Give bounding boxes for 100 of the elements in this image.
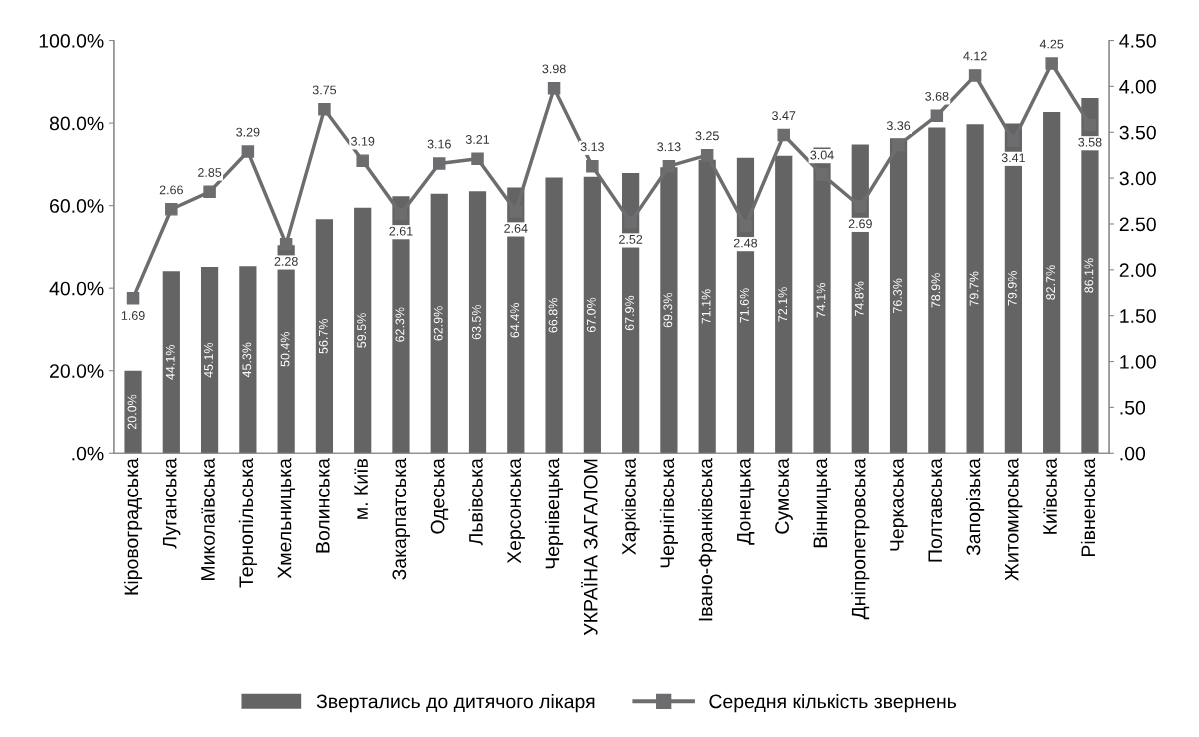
data-label: 3.13 <box>580 142 604 152</box>
data-label: 3.75 <box>312 85 337 95</box>
bar <box>354 207 372 454</box>
data-label: 86.1% <box>1084 258 1094 293</box>
data-label: 64.4% <box>510 303 520 338</box>
x-tick-label: Миколаївська <box>201 458 215 580</box>
x-tick-label: Івано-Франківська <box>698 458 717 621</box>
x-tick-label: Полтавська <box>928 458 943 562</box>
bar <box>315 219 334 454</box>
y-tick-label: 60.0% <box>50 199 104 213</box>
data-label: 50.4% <box>280 331 290 367</box>
data-label: 3.41 <box>1001 153 1025 163</box>
x-tick-label: Рівненська <box>1080 458 1096 557</box>
bar <box>1043 111 1061 454</box>
y2-tick-label: 1.00 <box>1120 355 1156 369</box>
point <box>1045 57 1058 70</box>
data-label: 71.1% <box>701 289 711 324</box>
bar <box>545 177 563 454</box>
y2-tick-label: 3.50 <box>1119 125 1156 140</box>
data-label: 67.9% <box>625 295 634 331</box>
x-tick-label: Хмельницька <box>277 458 296 579</box>
data-label: 78.9% <box>931 273 941 308</box>
x-tick-label: Кіровоградська <box>123 458 143 595</box>
y-tick-label: 20.0% <box>50 364 104 378</box>
data-label: 3.29 <box>236 127 260 137</box>
point <box>892 138 905 152</box>
point <box>241 145 255 158</box>
data-label: 56.7% <box>318 318 328 354</box>
data-label: 3.16 <box>427 139 451 149</box>
bar <box>200 267 219 454</box>
x-tick-label: Волинська <box>316 458 330 553</box>
y2-tick-label: .50 <box>1120 400 1146 415</box>
data-label: 2.66 <box>159 185 183 195</box>
x-tick-label: Тернопільська <box>238 458 257 588</box>
point <box>547 81 561 95</box>
data-label: 74.1% <box>816 283 826 318</box>
x-tick-label: Закарпатська <box>392 458 411 580</box>
y2-tick-label: 2.00 <box>1119 263 1156 278</box>
data-label: 2.64 <box>504 223 528 233</box>
x-tick-label: Київська <box>1043 458 1057 534</box>
x-tick-label: Дніпропетровська <box>851 458 870 620</box>
y-tick-label: 80.0% <box>49 116 104 131</box>
data-label: 76.3% <box>893 278 902 313</box>
data-label: 2.28 <box>274 256 298 266</box>
x-tick-label: Вінницька <box>812 458 831 548</box>
point <box>777 128 790 142</box>
point <box>394 207 408 221</box>
bar <box>468 191 487 454</box>
data-label: 69.3% <box>663 292 673 328</box>
data-label: 62.3% <box>395 307 405 342</box>
data-label: 82.7% <box>1046 265 1056 300</box>
bar <box>966 124 984 454</box>
legend-label: Звертались до дитячого лікаря <box>316 694 595 713</box>
bar <box>239 266 257 454</box>
y2-tick-label: 3.00 <box>1119 171 1156 186</box>
y-tick-label: 40.0% <box>49 281 104 296</box>
x-tick-label: УКРАЇНА ЗАГАЛОМ <box>581 459 598 636</box>
x-tick-label: Черкаська <box>890 458 908 551</box>
data-label: 45.1% <box>204 342 213 378</box>
data-label: 44.1% <box>165 344 175 380</box>
x-tick-label: Луганська <box>162 458 181 549</box>
x-tick-label: Чернівецька <box>545 458 564 569</box>
point <box>930 109 944 122</box>
bar <box>928 127 946 454</box>
point <box>356 154 369 167</box>
data-label: 79.7% <box>969 271 979 306</box>
y-tick-label: 100.0% <box>39 34 104 48</box>
data-label: 2.52 <box>619 234 643 244</box>
data-label: 66.8% <box>548 298 558 333</box>
data-label: 3.58 <box>1078 137 1102 147</box>
data-label: 4.25 <box>1039 39 1064 49</box>
data-label: 3.68 <box>925 91 949 101</box>
data-label: 20.0% <box>127 394 137 430</box>
data-label: 74.8% <box>854 281 864 316</box>
x-tick-label: м. Київ <box>354 458 368 519</box>
x-tick-label: Чернігівська <box>659 458 678 568</box>
data-label: 79.9% <box>1007 271 1017 306</box>
x-tick-label: Херсонська <box>507 458 525 564</box>
data-label: 2.85 <box>198 168 222 177</box>
point <box>203 185 216 199</box>
data-label: 45.3% <box>242 342 252 378</box>
x-tick-label: Харківська <box>621 458 640 555</box>
y2-tick-label: 4.00 <box>1119 79 1156 94</box>
point <box>126 292 140 305</box>
x-tick-label: Запорізька <box>966 458 985 556</box>
y2-tick-label: .00 <box>1120 446 1146 461</box>
data-label: 2.48 <box>733 238 758 248</box>
point <box>700 148 714 162</box>
data-label: 59.5% <box>357 313 367 348</box>
point <box>509 204 523 218</box>
data-label: 3.21 <box>465 135 490 144</box>
data-label: 67.0% <box>586 297 596 333</box>
data-label: 3.36 <box>886 121 911 131</box>
bar <box>124 370 142 454</box>
data-label: 3.04 <box>810 150 834 160</box>
data-label: 3.19 <box>351 136 375 146</box>
data-label: 63.5% <box>472 304 481 340</box>
legend-label: Середня кількість звернень <box>709 694 957 713</box>
y2-tick-label: 1.50 <box>1120 309 1156 323</box>
x-tick-label: Донецька <box>737 458 755 545</box>
